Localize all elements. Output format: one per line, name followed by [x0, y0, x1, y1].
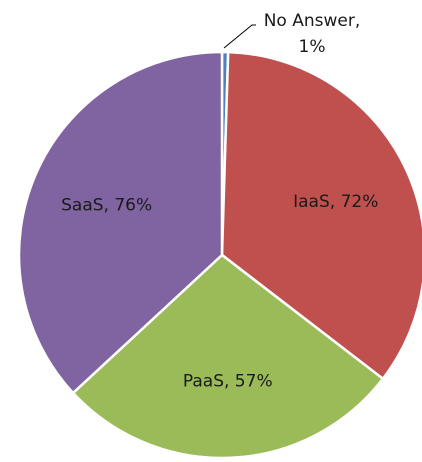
- pie-slice-saas: [17, 50, 224, 395]
- slice-label-no-answer: No Answer, 1%: [264, 11, 361, 57]
- slice-label-paas: PaaS, 57%: [183, 372, 273, 392]
- pie-slice-paas: [71, 253, 385, 460]
- pie-labels: No Answer, 1% IaaS, 72% PaaS, 57% SaaS, 76%: [61, 11, 378, 392]
- slice-label-saas: SaaS, 76%: [61, 196, 152, 216]
- slice-label-iaas: IaaS, 72%: [293, 192, 378, 212]
- pie-slice-iaas: [220, 50, 422, 381]
- pie-slices: [17, 50, 422, 460]
- leader-line-no-answer: [223, 24, 256, 49]
